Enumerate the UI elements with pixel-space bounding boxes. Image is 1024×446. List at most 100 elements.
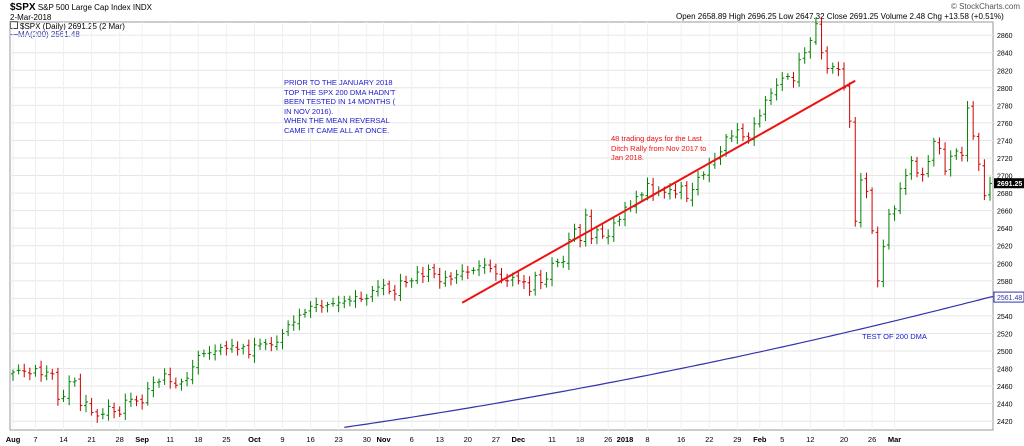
ohlc-bar <box>870 187 875 234</box>
ohlc-bar <box>437 267 442 289</box>
ohlc-bar <box>735 122 740 145</box>
x-tick-label: Nov <box>377 435 392 444</box>
ohlc-bar <box>308 301 313 318</box>
y-tick-label: 2740 <box>997 138 1013 145</box>
ohlc-bar <box>252 337 257 363</box>
ohlc-bar <box>971 101 976 140</box>
ohlc-bar <box>404 275 409 288</box>
x-tick-label: 8 <box>645 435 649 444</box>
plot-area <box>9 21 994 431</box>
legend-price-text: $SPX (Daily) 2691.25 (2 Mar) <box>20 22 125 31</box>
y-tick-label: 2840 <box>997 51 1013 58</box>
index-name: S&P 500 Large Cap Index <box>37 3 131 12</box>
ohlc-bar <box>645 177 650 201</box>
ohlc-bar <box>527 276 532 296</box>
ohlc-bar <box>269 337 274 352</box>
x-tick-label: 11 <box>166 435 174 444</box>
ohlc-bar <box>359 291 364 302</box>
ohlc-bar <box>61 389 66 403</box>
ohlc-bar <box>331 297 336 307</box>
ohlc-bar <box>959 146 964 162</box>
annotation-test-200dma: TEST OF 200 DMA <box>862 332 927 341</box>
ohlc-bar <box>448 272 453 286</box>
y-tick-label: 2720 <box>997 156 1013 163</box>
x-tick-label: 27 <box>492 435 500 444</box>
ohlc-bar <box>50 368 55 380</box>
ohlc-bar <box>819 17 824 60</box>
ohlc-bar <box>33 364 38 377</box>
ohlc-bar <box>443 270 448 287</box>
ohlc-bar <box>976 132 981 172</box>
ohlc-bar <box>123 393 128 421</box>
ohlc-bar <box>280 328 285 350</box>
ohlc-bar <box>729 129 734 143</box>
ohlc-bar <box>454 269 459 284</box>
ohlc-bar <box>915 156 920 178</box>
note1-line: TOP THE SPX 200 DMA HADN'T <box>284 87 396 97</box>
ohlc-bar <box>55 367 60 406</box>
ohlc-bar <box>903 168 908 195</box>
note2-line: Jan 2018. <box>611 153 644 163</box>
ohlc-bar <box>965 101 970 162</box>
y-tick-label: 2620 <box>997 244 1013 251</box>
y-tick-label: 2860 <box>997 33 1013 40</box>
ohlc-bar <box>190 359 195 385</box>
legend-ma-text: MA(200) 2561.48 <box>18 30 80 39</box>
y-tick-label: 2420 <box>997 419 1013 426</box>
y-tick-label: 2780 <box>997 103 1013 110</box>
ohlc-bar <box>319 299 324 313</box>
x-tick-label: 26 <box>868 435 876 444</box>
x-tick-label: 25 <box>222 435 230 444</box>
ohlc-bar <box>347 295 352 307</box>
ohlc-bar <box>224 340 229 356</box>
ohlc-bar <box>117 406 122 417</box>
ohlc-bar <box>611 216 616 242</box>
ohlc-bar <box>696 170 701 196</box>
y-tick-label: 2580 <box>997 279 1013 286</box>
note1-line: CAME IT CAME ALL AT ONCE. <box>284 125 390 135</box>
ohlc-bar <box>381 278 386 296</box>
note1-line: IN NOV 2016). <box>284 106 334 116</box>
ohlc-bar <box>44 365 49 381</box>
y-tick-label: 2800 <box>997 86 1013 93</box>
ohlc-bar <box>583 208 588 247</box>
ohlc-bar <box>258 338 263 351</box>
ohlc-bar <box>920 167 925 182</box>
note1-line: WHEN THE MEAN REVERSAL <box>284 116 390 126</box>
ohlc-bar <box>516 271 521 285</box>
ohlc-bar <box>875 226 880 288</box>
ohlc-bar <box>302 308 307 318</box>
ma200-line <box>344 296 994 428</box>
chart-date: 2-Mar-2018 <box>10 13 52 22</box>
x-tick-label: 20 <box>840 435 848 444</box>
ohlc-bar <box>398 273 403 302</box>
ohlc-bar <box>836 61 841 77</box>
ohlc-bar <box>864 172 869 199</box>
ohlc-bar <box>589 209 594 245</box>
ohlc-bar <box>482 258 487 274</box>
y-tick-label: 2600 <box>997 261 1013 268</box>
ohlc-bar <box>263 339 268 351</box>
x-tick-label: Oct <box>248 435 261 444</box>
ohlc-bar <box>128 392 133 407</box>
x-tick-label: 28 <box>116 435 124 444</box>
x-tick-label: Dec <box>511 435 525 444</box>
ohlc-bar <box>813 17 818 45</box>
x-tick-label: 23 <box>334 435 342 444</box>
x-tick-label: 6 <box>410 435 414 444</box>
ohlc-bar <box>853 117 858 227</box>
ohlc-bar <box>370 285 375 303</box>
ohlc-bar <box>145 381 150 406</box>
ohlc-readout: Open 2658.89 High 2696.25 Low 2647.32 Cl… <box>676 12 1004 21</box>
ohlc-bar <box>89 397 94 416</box>
ohlc-bar <box>409 277 414 288</box>
ohlc-bar <box>342 295 347 309</box>
ohlc-bar <box>185 372 190 387</box>
ohlc-bar <box>22 363 27 378</box>
x-tick-label: 11 <box>548 435 556 444</box>
ohlc-bar <box>988 176 992 201</box>
ohlc-bar <box>982 159 987 201</box>
x-tick-label: 18 <box>576 435 584 444</box>
note1-line: BEEN TESTED IN 14 MONTHS ( <box>284 97 396 107</box>
x-tick-label: 21 <box>87 435 95 444</box>
